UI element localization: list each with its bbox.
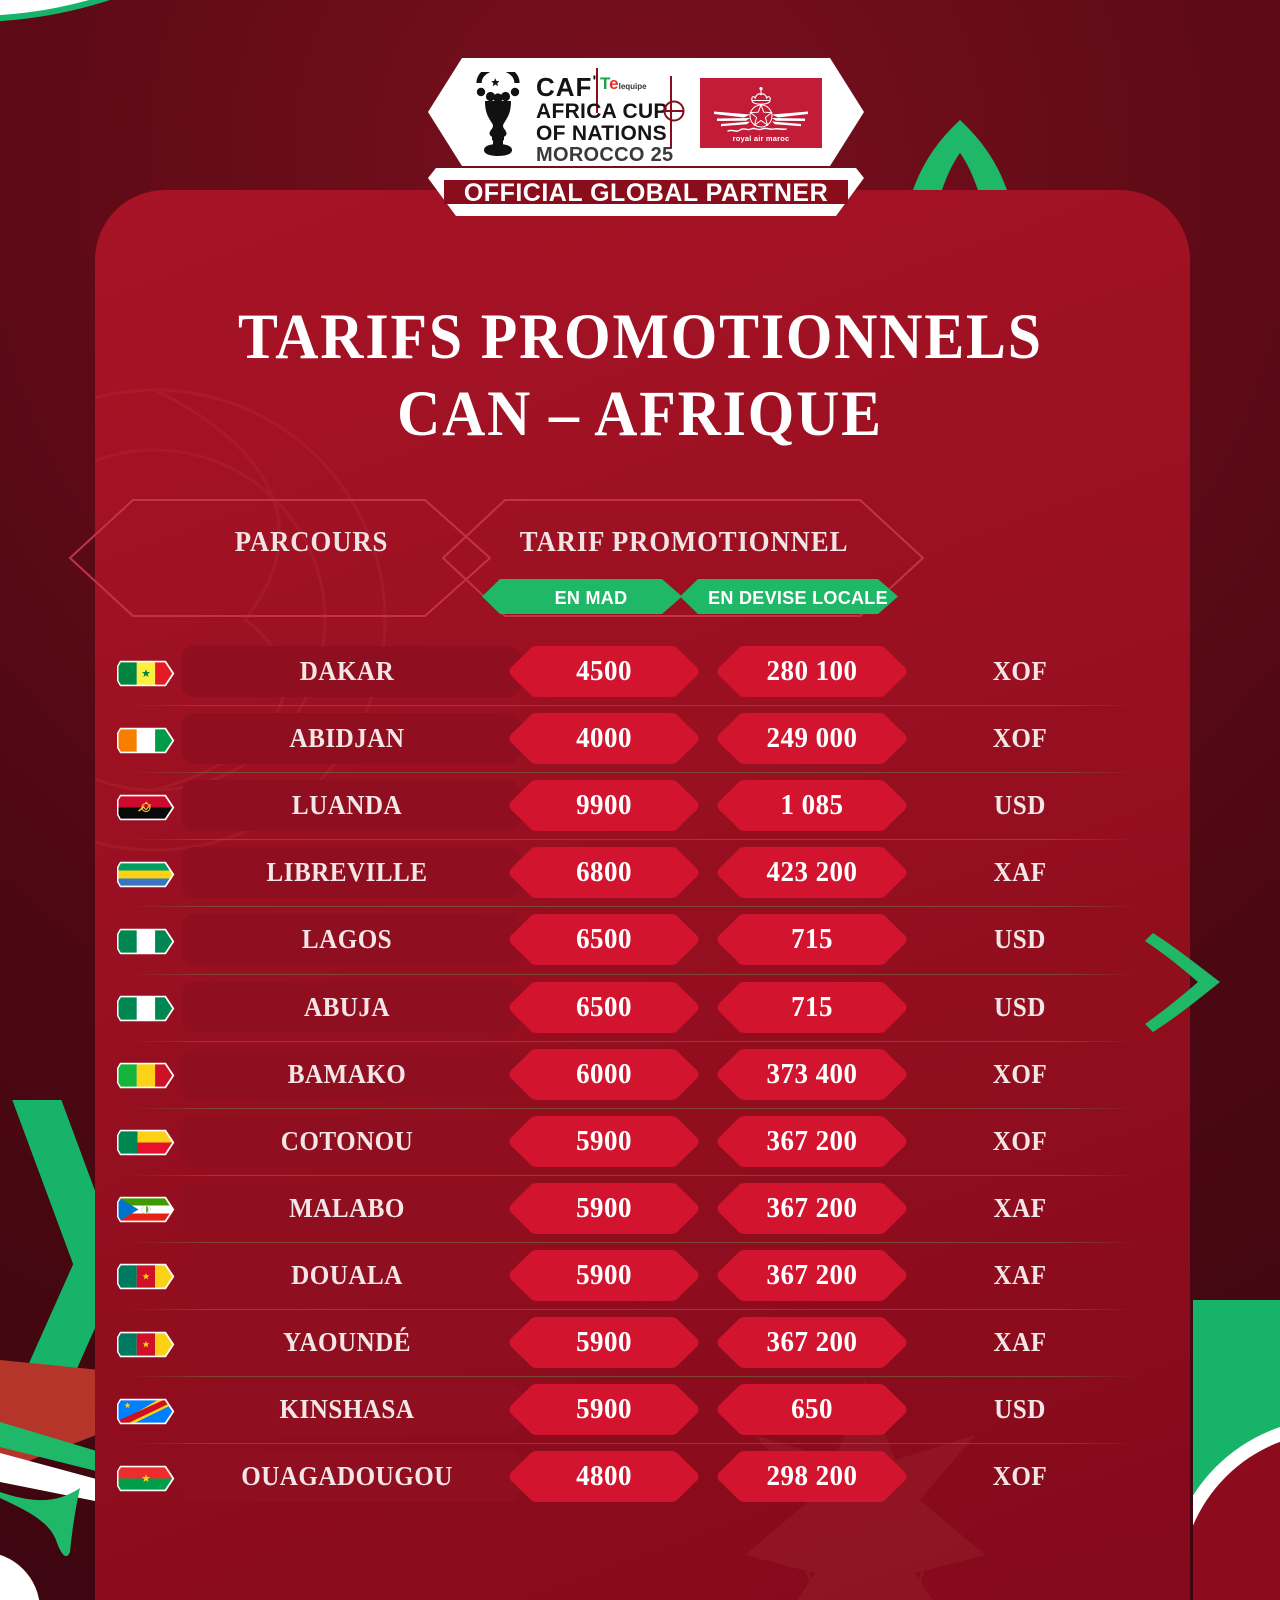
svg-text:royal air maroc: royal air maroc: [733, 134, 790, 143]
